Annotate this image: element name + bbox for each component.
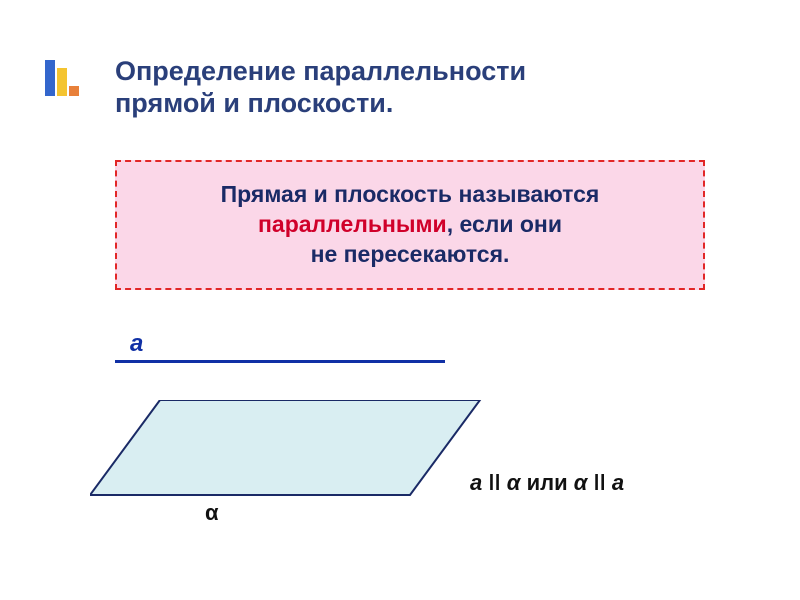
line-a-label: a: [130, 330, 445, 358]
accent-bars: [45, 60, 67, 96]
line-a-container: a: [115, 330, 445, 363]
def-part3: не пересекаются.: [311, 241, 510, 267]
plane-polygon: [90, 400, 480, 495]
def-part1: Прямая и плоскость называются: [221, 181, 600, 207]
plane-alpha-label: α: [205, 500, 219, 526]
bar-orange: [69, 86, 79, 96]
definition-text: Прямая и плоскость называются параллельн…: [221, 180, 600, 270]
notation-alpha1: α: [507, 470, 521, 495]
parallel-notation: a ǀǀ α или α ǀǀ a: [470, 470, 624, 496]
notation-a2: a: [612, 470, 624, 495]
line-a: [115, 360, 445, 363]
notation-or: или: [520, 470, 573, 495]
definition-box: Прямая и плоскость называются параллельн…: [115, 160, 705, 290]
def-highlight: параллельными: [258, 211, 447, 237]
bar-blue: [45, 60, 55, 96]
bar-yellow: [57, 68, 67, 96]
page-title: Определение параллельности прямой и плос…: [115, 55, 526, 120]
notation-par1: ǀǀ: [482, 470, 507, 495]
def-part2-rest: , если они: [447, 211, 562, 237]
notation-alpha2: α: [574, 470, 588, 495]
notation-a1: a: [470, 470, 482, 495]
notation-par2: ǀǀ: [587, 470, 612, 495]
title-line1: Определение параллельности: [115, 55, 526, 87]
title-line2: прямой и плоскости.: [115, 87, 526, 119]
plane-diagram: [90, 400, 490, 500]
